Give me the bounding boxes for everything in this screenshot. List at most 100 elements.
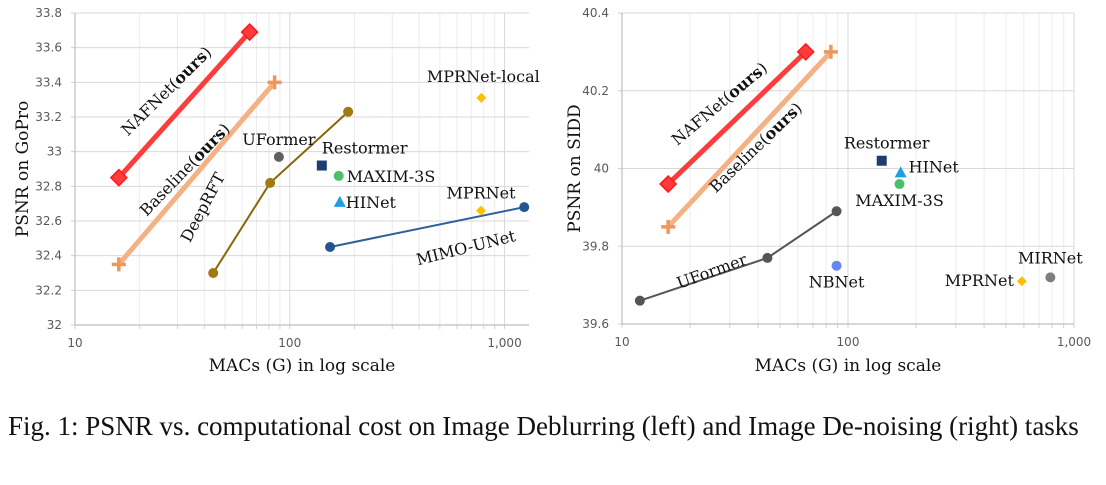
- series-restormer: Restormer: [844, 134, 930, 166]
- data-point: [1045, 272, 1056, 283]
- y-tick-label: 32.2: [35, 283, 62, 297]
- data-point: [634, 295, 645, 306]
- series-maxim-3s: MAXIM-3S: [855, 179, 944, 210]
- series-label: Baseline(ours): [136, 119, 234, 219]
- series-label: HINet: [346, 193, 397, 212]
- data-point: [661, 219, 676, 234]
- x-tick-label: 100: [278, 336, 301, 350]
- y-tick-label: 40.4: [582, 6, 609, 20]
- y-tick-label: 32.4: [35, 249, 62, 263]
- data-point: [111, 257, 126, 272]
- data-point: [273, 151, 284, 162]
- series-mimo-unet: MIMO-UNet: [325, 202, 530, 269]
- label-text: NAFNet(: [117, 75, 182, 140]
- data-point: [265, 177, 276, 188]
- data-point: [659, 174, 678, 194]
- data-point: [519, 202, 530, 213]
- data-point: [876, 155, 887, 166]
- figure: 32 32.2 32.4 32.6 32.8 33 33.2 33.4 33.6 33.8 10 10…: [13, 6, 1091, 376]
- data-point: [1016, 276, 1027, 287]
- y-tick-label: 33: [47, 145, 62, 159]
- x-tick-label: 100: [837, 335, 860, 349]
- series-mprnet: MPRNet: [945, 271, 1027, 290]
- data-point: [476, 92, 487, 103]
- series-hinet: HINet: [333, 193, 397, 212]
- data-point: [267, 75, 282, 90]
- series-label: Restormer: [322, 139, 408, 158]
- series-line: [116, 79, 278, 267]
- deblurring-chart: 32 32.2 32.4 32.6 32.8 33 33.2 33.4 33.6 33.8 10 10…: [13, 6, 540, 376]
- series-label: HINet: [909, 157, 960, 176]
- y-tick-label: 33.8: [35, 6, 62, 20]
- series-label: MAXIM-3S: [855, 191, 944, 210]
- grid: [71, 12, 529, 329]
- series-hinet: HINet: [894, 157, 960, 178]
- label-text: Restormer: [322, 139, 408, 158]
- data-point: [894, 179, 905, 190]
- data-point: [796, 42, 815, 61]
- y-tick-label: 33.4: [35, 75, 62, 89]
- x-tick-label: 10: [614, 335, 629, 349]
- series-line: [665, 49, 809, 187]
- figure-caption: Fig. 1: PSNR vs. computational cost on I…: [8, 411, 1079, 441]
- y-tick-label: 32.8: [35, 179, 62, 193]
- y-tick-label: 39.8: [582, 239, 609, 253]
- data-point: [240, 23, 259, 42]
- series-line: [665, 49, 834, 230]
- data-point: [475, 205, 486, 216]
- series-uformer: UFormer: [242, 130, 316, 162]
- data-point: [333, 170, 344, 181]
- data-point: [762, 252, 773, 263]
- label-text: MIRNet: [1018, 248, 1083, 267]
- label-text: MAXIM-3S: [347, 167, 436, 186]
- x-axis-label: MACs (G) in log scale: [209, 356, 396, 376]
- y-tick-label: 33.2: [35, 110, 62, 124]
- label-text: MIMO-UNet: [414, 226, 518, 269]
- series-label: UFormer: [674, 250, 750, 293]
- series-label: Restormer: [844, 134, 930, 153]
- label-text: MAXIM-3S: [855, 191, 944, 210]
- label-text: NBNet: [809, 273, 865, 292]
- series-mirnet: MIRNet: [1018, 248, 1083, 283]
- series-label: MPRNet: [446, 184, 516, 203]
- data-point: [325, 242, 336, 252]
- series-label: MPRNet: [945, 271, 1015, 290]
- data-point: [894, 166, 907, 178]
- label-text: MPRNet: [446, 184, 516, 203]
- series-mprnet-local: MPRNet-local: [427, 67, 540, 103]
- series-label: UFormer: [242, 130, 316, 149]
- data-point: [208, 268, 219, 278]
- label-text: MPRNet-local: [427, 67, 540, 86]
- data-point: [831, 260, 842, 271]
- series-maxim-3s: MAXIM-3S: [333, 167, 436, 186]
- series-label: MIRNet: [1018, 248, 1083, 267]
- data-point: [343, 106, 354, 117]
- denoising-chart: 39.6 39.8 40 40.2 40.4 10 100 1,000 MACs (G) in …: [565, 6, 1091, 376]
- y-tick-label: 40: [594, 162, 609, 176]
- x-tick-label: 1,000: [1057, 335, 1091, 349]
- series-mprnet: MPRNet: [446, 184, 516, 216]
- data-point: [333, 195, 346, 207]
- x-axis-label: MACs (G) in log scale: [755, 356, 942, 376]
- y-tick-label: 32: [47, 318, 62, 332]
- series-label: MIMO-UNet: [414, 226, 518, 269]
- y-tick-label: 40.2: [582, 84, 609, 98]
- data-point: [823, 44, 838, 59]
- y-axis-label: PSNR on GoPro: [13, 101, 33, 237]
- y-axis-label: PSNR on SIDD: [565, 104, 585, 232]
- series-label: MPRNet-local: [427, 67, 540, 86]
- y-tick-label: 32.6: [35, 214, 62, 228]
- series-nbnet: NBNet: [809, 260, 865, 292]
- x-tick-label: 10: [67, 336, 82, 350]
- label-text: MPRNet: [945, 271, 1015, 290]
- data-point: [109, 168, 128, 187]
- label-text: UFormer: [674, 250, 750, 293]
- series-label: NBNet: [809, 273, 865, 292]
- series-line: [116, 29, 253, 181]
- x-tick-label: 1,000: [487, 336, 521, 350]
- series-restormer: Restormer: [316, 139, 408, 171]
- y-tick-label: 33.6: [35, 41, 62, 55]
- series-line: [329, 206, 526, 248]
- label-text: HINet: [346, 193, 397, 212]
- data-point: [316, 160, 327, 171]
